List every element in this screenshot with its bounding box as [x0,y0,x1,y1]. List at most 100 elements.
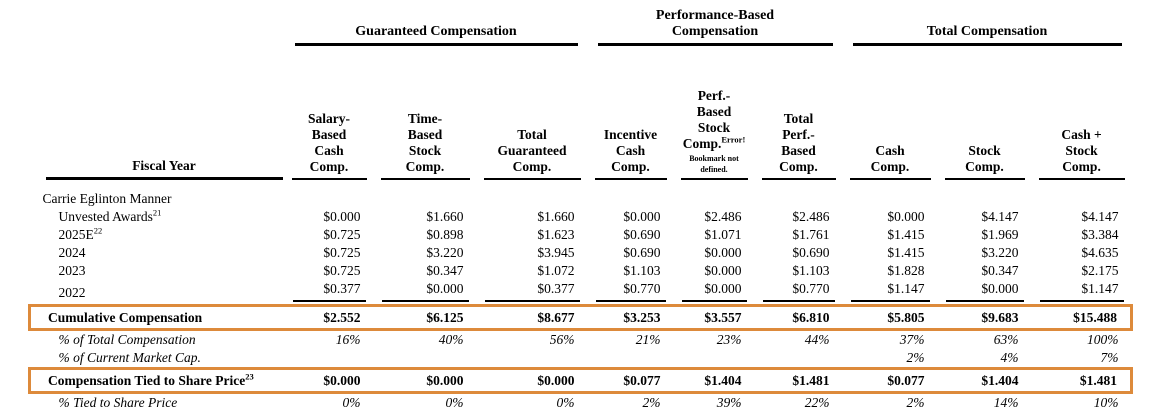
cell-value: $0.000 [426,372,464,388]
column-header-row: Fiscal Year Salary- Based Cash Comp. Time- Ba… [30,46,1132,180]
table-cell: $0.000 [938,280,1032,306]
cell-value: $3.220 [426,245,464,260]
table-cell [374,180,477,208]
table-cell: $3.384 [1032,226,1132,244]
column-header-cash-comp: Cash Comp. [843,46,938,180]
cell-value: 22% [804,395,830,410]
column-header-incentive-cash-comp: Incentive Cash Comp. [588,46,674,180]
group-header-label: Performance-Based Compensation [597,8,833,46]
cell-value: $3.945 [537,245,575,260]
table-cell: $1.103 [588,262,674,280]
row-2024: 2024 $0.725 $3.220 $3.945 $0.690 $0.000 $0.690… [30,244,1132,262]
cell-value: 100% [1087,332,1119,347]
table-cell: $0.377 [285,280,374,306]
cell-value: $0.770 [762,280,835,302]
table-cell: $1.072 [477,262,588,280]
cell-value: $4.147 [981,209,1019,224]
error-superscript: Error! [721,134,746,145]
cell-value: $0.000 [323,372,361,388]
cell-value: $3.384 [1081,227,1119,242]
table-cell: $2.175 [1032,262,1132,280]
table-cell [938,180,1032,208]
cell-value: 56% [549,332,575,347]
cell-value: $0.377 [484,280,580,302]
table-cell: $1.071 [674,226,755,244]
cell-value: $0.000 [704,245,742,260]
group-header-spacer [30,2,285,46]
table-cell: $0.000 [284,367,374,394]
table-cell: $1.828 [843,262,938,280]
group-header-guaranteed-compensation: Guaranteed Compensation [285,2,588,46]
table-cell: 2% [843,349,938,369]
cell-value: 0% [556,395,575,410]
row-of-total-compensation: % of Total Compensation 16% 40% 56% 21% 23% 44… [30,330,1132,350]
table-cell: $4.635 [1032,244,1132,262]
cell-value: $2.175 [1081,263,1119,278]
table-cell: $0.770 [588,280,674,306]
table-cell: $4.147 [938,208,1032,226]
row-label: % Tied to Share Price [29,392,285,414]
cell-value: $3.220 [981,245,1019,260]
cell-value: 23% [716,332,742,347]
table-cell: $0.077 [842,367,938,394]
table-cell: $6.125 [373,304,477,331]
table-cell: 63% [938,330,1032,350]
table-cell: 23% [674,330,755,350]
column-header-label: Total Guaranteed Comp. [483,127,581,180]
cell-value: $3.253 [623,309,661,325]
table-cell: $3.945 [477,244,588,262]
table-cell: $1.481 [1031,367,1134,394]
table-cell: 2% [842,392,938,414]
table-cell: $1.623 [477,226,588,244]
table-cell: $0.347 [938,262,1032,280]
column-header-label: Perf.- Based Stock Comp.Error! Bookmark not d… [680,88,748,180]
table-cell: $6.810 [754,304,843,331]
table-cell: $1.147 [843,280,938,306]
table-cell: $0.000 [674,244,755,262]
cell-value: 21% [635,332,661,347]
cell-value: 39% [716,395,742,410]
cell-value: $1.481 [1079,372,1118,388]
table-cell: 21% [588,330,674,350]
column-header-label: Cash Comp. [849,143,931,180]
footnote-ref: 21 [152,207,162,218]
table-cell: $3.557 [673,304,755,331]
table-cell: $0.000 [588,208,674,226]
column-header-salary-based-cash-comp: Salary- Based Cash Comp. [285,46,374,180]
row-carrie-eglinton-manner: Carrie Eglinton Manner [30,180,1132,208]
column-header-stock-comp: Stock Comp. [938,46,1032,180]
cell-value: $1.415 [887,245,925,260]
table-cell: $0.690 [588,226,674,244]
column-header-label: Stock Comp. [944,143,1025,180]
cell-value: $2.552 [323,309,361,325]
cell-value: $0.000 [381,280,469,302]
table-header: Guaranteed Compensation Performance-Based… [30,2,1132,180]
cell-value: $0.690 [623,227,661,242]
table-cell: 100% [1032,330,1132,350]
cell-value: $0.690 [792,245,830,260]
cell-value: $0.347 [426,263,464,278]
cell-value: 2% [906,395,925,410]
table-cell [755,349,843,369]
cell-value: 63% [993,332,1019,347]
cell-value: $1.103 [623,263,661,278]
cell-value: $1.761 [792,227,830,242]
table-cell: 40% [374,330,477,350]
cell-value: $0.377 [292,280,366,302]
table-cell [285,349,374,369]
cell-value: $2.486 [704,209,742,224]
cell-value: $1.481 [792,372,830,388]
compensation-table: Guaranteed Compensation Performance-Based… [28,2,1134,414]
group-header-label: Guaranteed Compensation [294,24,578,46]
table-cell: 16% [285,330,374,350]
table-cell: 7% [1032,349,1132,369]
row-cumulative-compensation: Cumulative Compensation $2.552 $6.125 $8.67… [28,304,1134,331]
table-cell: $15.488 [1031,304,1134,331]
group-header-label: Total Compensation [852,24,1122,46]
cell-value: $1.828 [887,263,925,278]
row-label: % of Total Compensation [58,332,196,347]
cell-value: $5.805 [887,309,925,325]
table-cell: 14% [937,392,1032,414]
table-cell: $0.725 [285,226,374,244]
row-2025e: 2025E22 $0.725 $0.898 $1.623 $0.690 $1.071 $1.… [30,226,1132,244]
